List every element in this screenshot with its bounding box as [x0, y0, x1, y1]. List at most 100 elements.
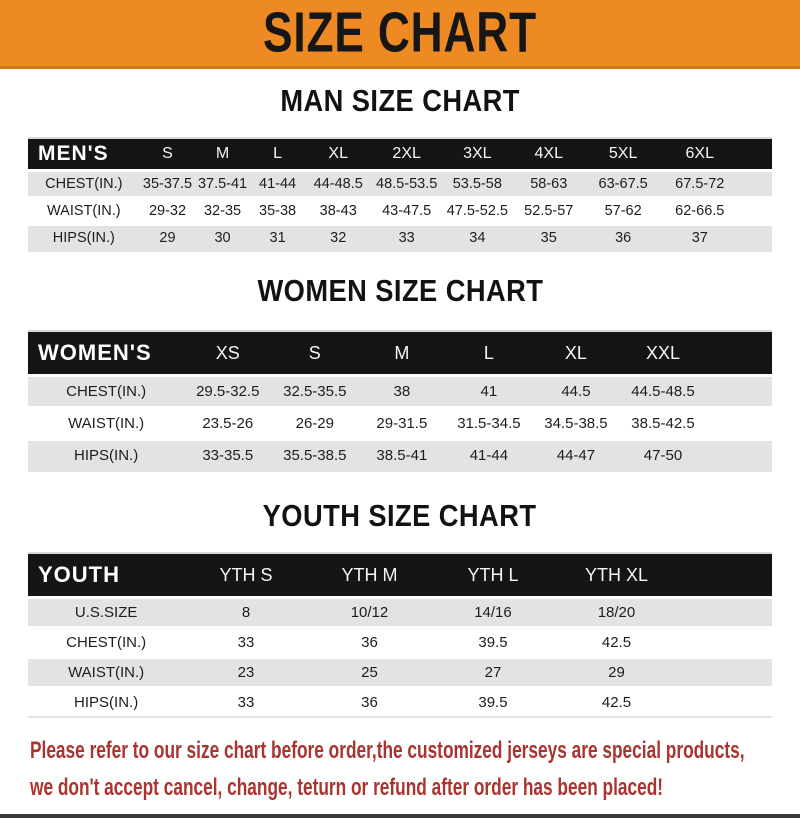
size-header-cell: L [249, 138, 306, 171]
youth-section-title-text: YOUTH SIZE CHART [263, 498, 537, 533]
table-cell: 32-35 [195, 196, 250, 225]
size-header-cell: XL [305, 138, 371, 171]
table-cell: 35-37.5 [139, 169, 196, 198]
table-cell: 36 [307, 626, 432, 658]
content: MAN SIZE CHART MEN'S S M L XL 2XL 3XL 4XL 5XL 6XL… [0, 69, 800, 718]
women-size-table: WOMEN'S XS S M L XL XXL CHEST(IN.) 29.5-32.5 32.5… [28, 330, 772, 472]
table-cell: 30 [195, 223, 250, 251]
row-label: WAIST(IN.) [28, 406, 185, 440]
table-cell: 57-62 [585, 196, 662, 225]
table-row: WAIST(IN.) 23 25 27 29 [28, 656, 772, 688]
table-cell: 35.5-38.5 [271, 438, 359, 471]
section-women: WOMEN SIZE CHART WOMEN'S XS S M L XL XXL CHEST(… [28, 273, 772, 472]
table-cell: 52.5-57 [512, 196, 586, 225]
table-cell: 35 [512, 223, 586, 251]
size-header-cell: 4XL [512, 138, 586, 171]
size-header-cell: YTH L [431, 553, 555, 598]
table-row: WAIST(IN.) 23.5-26 26-29 29-31.5 31.5-34.5 34… [28, 406, 772, 440]
table-cell: 36 [307, 686, 432, 717]
youth-section-title: YOUTH SIZE CHART [28, 498, 772, 534]
table-row: CHEST(IN.) 29.5-32.5 32.5-35.5 38 41 44.5 44.5… [28, 374, 772, 408]
table-cell: 41-44 [249, 169, 306, 198]
table-cell: 38.5-42.5 [619, 406, 707, 440]
table-cell: 34.5-38.5 [532, 406, 620, 440]
row-label: HIPS(IN.) [28, 686, 185, 717]
women-section-title-text: WOMEN SIZE CHART [257, 273, 543, 308]
table-cell: 44-48.5 [305, 169, 371, 198]
table-cell: 47-50 [619, 438, 707, 471]
youth-size-table: YOUTH YTH S YTH M YTH L YTH XL U.S.SIZE 8 10/12… [28, 552, 772, 718]
table-cell [706, 406, 772, 440]
table-cell [678, 596, 772, 628]
size-header-cell [678, 553, 772, 598]
row-label: WAIST(IN.) [28, 656, 185, 688]
table-cell: 29.5-32.5 [184, 374, 272, 408]
table-cell: 38 [358, 374, 446, 408]
row-label: CHEST(IN.) [28, 626, 185, 658]
size-header-cell: XL [532, 331, 620, 376]
size-header-row: WOMEN'S XS S M L XL XXL [28, 331, 772, 376]
table-cell: 47.5-52.5 [442, 196, 513, 225]
size-header-cell: 2XL [370, 138, 443, 171]
row-label: HIPS(IN.) [28, 223, 140, 251]
row-label: U.S.SIZE [28, 596, 185, 628]
table-cell [678, 656, 772, 688]
table-cell: 29-32 [139, 196, 196, 225]
table-cell: 37 [661, 223, 739, 251]
size-header-cell: M [358, 331, 446, 376]
table-cell: 33-35.5 [184, 438, 272, 471]
table-cell [678, 686, 772, 717]
table-cell: 33 [184, 686, 308, 717]
banner-title: SIZE CHART [263, 1, 537, 65]
table-cell: 32.5-35.5 [271, 374, 359, 408]
table-group-label: WOMEN'S [28, 331, 185, 376]
table-cell: 41 [445, 374, 533, 408]
table-row: U.S.SIZE 8 10/12 14/16 18/20 [28, 596, 772, 628]
row-label: CHEST(IN.) [28, 169, 140, 198]
size-header-cell: XXL [619, 331, 707, 376]
men-section-title: MAN SIZE CHART [28, 83, 772, 119]
size-header-cell [706, 331, 772, 376]
men-section-title-text: MAN SIZE CHART [280, 83, 520, 118]
table-group-label: YOUTH [28, 553, 185, 598]
disclaimer: Please refer to our size chart before or… [0, 718, 800, 814]
table-cell: 18/20 [554, 596, 679, 628]
table-cell [738, 223, 772, 251]
table-cell: 33 [184, 626, 308, 658]
table-cell: 62-66.5 [661, 196, 739, 225]
table-cell: 44.5-48.5 [619, 374, 707, 408]
table-cell: 41-44 [445, 438, 533, 471]
table-cell [706, 438, 772, 471]
table-cell: 10/12 [307, 596, 432, 628]
size-header-cell: S [271, 331, 359, 376]
table-cell [678, 626, 772, 658]
women-section-title: WOMEN SIZE CHART [28, 273, 772, 309]
size-header-cell: YTH M [307, 553, 432, 598]
table-cell: 8 [184, 596, 308, 628]
size-header-row: MEN'S S M L XL 2XL 3XL 4XL 5XL 6XL [28, 138, 772, 171]
size-header-cell: 6XL [661, 138, 739, 171]
table-row: CHEST(IN.) 33 36 39.5 42.5 [28, 626, 772, 658]
table-cell: 58-63 [512, 169, 586, 198]
table-cell: 25 [307, 656, 432, 688]
disclaimer-line-1: Please refer to our size chart before or… [30, 737, 745, 764]
men-size-table: MEN'S S M L XL 2XL 3XL 4XL 5XL 6XL CHEST(IN.) 35-37… [28, 137, 772, 252]
table-row: CHEST(IN.) 35-37.5 37.5-41 41-44 44-48.5 48.5… [28, 169, 772, 198]
row-label: WAIST(IN.) [28, 196, 140, 225]
table-cell: 67.5-72 [661, 169, 739, 198]
row-label: HIPS(IN.) [28, 438, 185, 471]
table-cell: 23 [184, 656, 308, 688]
table-cell: 44-47 [532, 438, 620, 471]
table-cell: 38.5-41 [358, 438, 446, 471]
table-cell: 39.5 [431, 686, 555, 717]
table-cell: 39.5 [431, 626, 555, 658]
table-cell: 29 [139, 223, 196, 251]
table-cell: 53.5-58 [442, 169, 513, 198]
table-group-label: MEN'S [28, 138, 140, 171]
table-cell: 31.5-34.5 [445, 406, 533, 440]
table-cell: 48.5-53.5 [370, 169, 443, 198]
table-cell: 36 [585, 223, 662, 251]
table-cell: 33 [370, 223, 443, 251]
table-cell: 23.5-26 [184, 406, 272, 440]
size-header-row: YOUTH YTH S YTH M YTH L YTH XL [28, 553, 772, 598]
